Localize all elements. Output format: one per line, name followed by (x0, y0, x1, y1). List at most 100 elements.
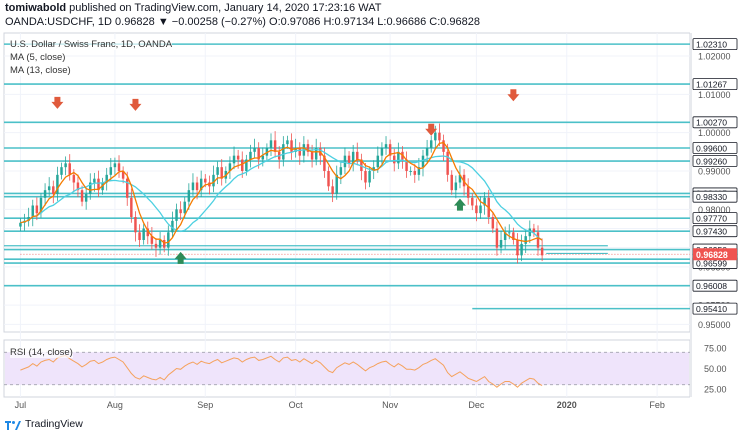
level-tag-box-3 (692, 142, 738, 154)
level-tag-4: 0.99260 (696, 156, 727, 166)
ma5-legend[interactable]: MA (5, close) (10, 52, 66, 63)
candle-body-39 (179, 209, 182, 214)
level-tag-box-6 (692, 190, 738, 203)
moving-averages (20, 141, 543, 244)
candle-body-41 (187, 190, 191, 202)
candle-body-29 (138, 232, 141, 240)
level-tag-box-7 (692, 212, 738, 225)
candle-body-56 (249, 151, 252, 160)
candle-body-7 (47, 186, 51, 191)
candle-body-24 (117, 163, 121, 171)
level-tag-box-1 (692, 78, 738, 90)
level-tag-12: 0.96008 (696, 281, 727, 291)
candle-body-127 (540, 247, 544, 256)
tradingview-logo[interactable]: TradingView (5, 418, 83, 430)
candle-body-37 (171, 220, 174, 233)
candle-body-9 (56, 174, 59, 194)
level-tag-box-0 (692, 38, 738, 51)
candle-body-25 (121, 171, 125, 179)
candle-body-75 (327, 171, 330, 187)
rsi-legend[interactable]: RSI (14, close) (10, 347, 73, 358)
candle-body-35 (162, 240, 166, 248)
candle-body-57 (253, 148, 256, 152)
level-tag-box-8 (692, 225, 738, 238)
candle-body-70 (306, 144, 310, 152)
arrow-down-marker-1 (129, 98, 142, 111)
candle-body-26 (126, 178, 129, 198)
candle-body-92 (397, 151, 400, 164)
level-tag-0: 1.02310 (696, 39, 727, 49)
candle-body-53 (236, 155, 240, 160)
candle-body-4 (35, 205, 39, 214)
y-tick-label-4: 0.98000 (698, 205, 731, 215)
level-tag-11: 0.96599 (696, 258, 727, 268)
candle-body-12 (68, 163, 71, 175)
candle-body-113 (483, 197, 486, 206)
candle-body-0 (19, 222, 22, 227)
level-tag-box-2 (692, 116, 738, 129)
candle-body-2 (27, 217, 30, 221)
candle-body-66 (290, 140, 293, 152)
candle-body-119 (508, 232, 511, 234)
x-tick-label-1: Aug (107, 400, 123, 410)
ma13-legend[interactable]: MA (13, close) (10, 65, 71, 76)
candle-body-32 (150, 236, 154, 244)
candle-body-43 (195, 182, 199, 191)
candle-body-45 (204, 178, 207, 183)
candle-body-64 (282, 144, 285, 160)
y-tick-label-10: 0.95000 (698, 320, 731, 330)
candle-body-47 (212, 174, 215, 187)
author[interactable]: tomiwabold (5, 2, 67, 14)
candle-body-115 (491, 217, 495, 229)
level-tag-box-4 (692, 155, 738, 167)
grid (3, 32, 691, 398)
level-tag-7: 0.97770 (696, 213, 727, 223)
candle-body-61 (269, 140, 273, 148)
candle-body-84 (364, 171, 367, 183)
candle-body-126 (536, 232, 540, 248)
candle-body-99 (425, 148, 429, 156)
candle-body-85 (368, 171, 371, 183)
publish-date: published on TradingView.com, January 14… (66, 2, 382, 14)
candle-body-40 (183, 201, 186, 214)
rsi-line (20, 354, 543, 388)
rsi-pane (4, 351, 690, 388)
candle-body-65 (286, 140, 289, 145)
candle-body-101 (434, 132, 437, 141)
rsi-tick-label-2: 25.00 (704, 384, 727, 394)
level-tag-3: 0.99600 (696, 143, 727, 153)
candle-body-116 (495, 228, 499, 248)
candle-body-62 (273, 140, 277, 152)
ohlc-info: OANDA:USDCHF, 1D 0.96828 ▼ −0.00258 (−0.… (5, 16, 481, 28)
candle-body-13 (72, 174, 76, 183)
candle-body-90 (388, 144, 392, 156)
candle-body-91 (393, 155, 396, 164)
y-tick-label-0: 1.02000 (698, 52, 731, 62)
main-pane (3, 32, 691, 333)
arrow-down-marker-0 (51, 96, 64, 109)
candle-body-105 (450, 174, 453, 191)
candle-body-3 (31, 205, 34, 217)
candle-body-86 (372, 167, 375, 171)
y-tick-label-2: 1.00000 (698, 128, 731, 138)
candle-body-125 (532, 228, 536, 233)
candle-body-121 (516, 240, 519, 256)
candle-body-88 (380, 148, 384, 156)
candle-body-120 (512, 232, 515, 240)
candle-body-94 (405, 159, 408, 171)
x-tick-label-6: 2020 (557, 400, 577, 410)
level-tag-6: 0.98330 (696, 192, 727, 202)
candle-body-58 (257, 148, 260, 160)
candle-body-23 (113, 163, 117, 168)
candle-body-48 (216, 167, 219, 175)
level-tag-2: 1.00270 (696, 118, 727, 128)
level-tag-8: 0.97430 (696, 226, 727, 236)
y-tick-label-3: 0.99000 (698, 167, 731, 177)
candle-body-11 (64, 163, 67, 168)
candle-body-117 (499, 240, 503, 248)
candle-body-60 (265, 148, 269, 156)
horizontal-levels (4, 43, 690, 310)
arrow-down-marker-2 (425, 123, 438, 136)
candle-body-14 (76, 182, 80, 191)
